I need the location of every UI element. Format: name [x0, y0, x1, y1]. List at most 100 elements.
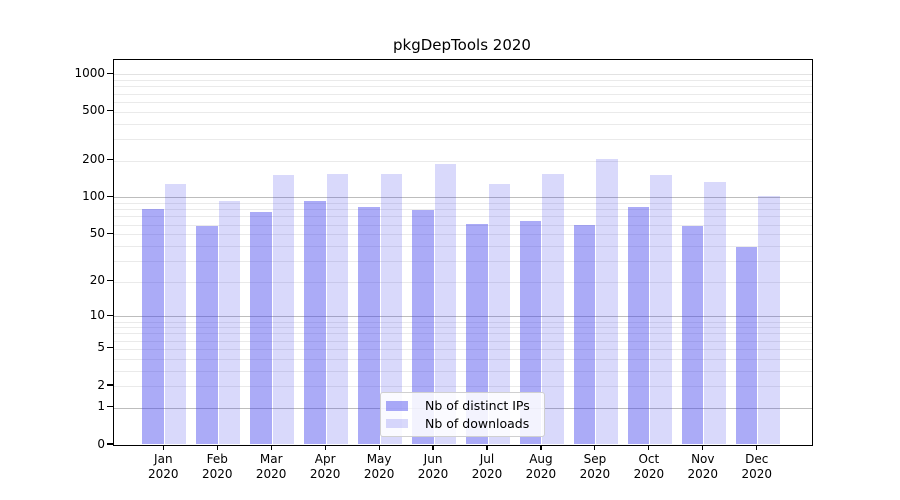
bar-downloads: [542, 174, 564, 445]
gridline-minor: [114, 386, 812, 388]
bar-downloads: [434, 164, 457, 445]
legend: Nb of distinct IPs Nb of downloads: [380, 392, 545, 437]
y-tick: [107, 406, 113, 408]
x-tick-year: 2020: [525, 467, 557, 481]
x-tick: [648, 444, 650, 450]
bar-distinct-ips: [681, 226, 704, 445]
gridline-minor: [114, 348, 812, 350]
bar-downloads: [218, 200, 241, 445]
y-tick: [107, 384, 113, 386]
bar-downloads: [326, 173, 349, 445]
y-tick-label: 1: [97, 399, 105, 414]
bar-distinct-ips: [627, 206, 650, 445]
y-tick-label: 100: [82, 188, 105, 203]
y-tick: [107, 72, 113, 75]
bar-distinct-ips: [304, 200, 326, 445]
x-tick-year: 2020: [201, 467, 233, 481]
y-tick: [107, 158, 113, 161]
x-tick-label: Feb 2020: [187, 452, 247, 482]
gridline-minor: [114, 224, 812, 226]
gridline-major: [114, 197, 812, 199]
bar-distinct-ips: [573, 225, 596, 445]
bar-distinct-ips: [250, 212, 272, 445]
x-tick-label: Nov 2020: [673, 452, 733, 482]
gridline-minor: [114, 216, 812, 218]
x-tick-year: 2020: [309, 467, 341, 481]
bar-distinct-ips: [466, 223, 488, 445]
gridline-minor: [114, 203, 812, 205]
x-tick-label: May 2020: [349, 452, 409, 482]
bar-downloads: [488, 183, 510, 445]
bar-distinct-ips: [735, 247, 758, 445]
x-tick: [594, 444, 596, 450]
x-tick: [702, 444, 704, 450]
x-tick-year: 2020: [471, 467, 503, 481]
x-tick-year: 2020: [579, 467, 611, 481]
y-tick-label: 1000: [74, 65, 105, 80]
gridline-minor: [114, 101, 812, 103]
y-tick: [107, 443, 113, 445]
y-tick-label: 50: [89, 225, 105, 240]
x-tick-label: Jan 2020: [133, 452, 193, 482]
x-tick-label: Dec 2020: [727, 452, 787, 482]
y-tick-label: 200: [82, 152, 105, 167]
gridline-minor: [114, 333, 812, 335]
x-tick-year: 2020: [148, 467, 179, 481]
gridline-minor: [114, 327, 812, 329]
x-tick-year: 2020: [687, 467, 719, 481]
gridline-minor: [114, 80, 812, 82]
x-tick-label: Aug 2020: [511, 452, 571, 482]
legend-item-distinct-ips: Nb of distinct IPs: [386, 397, 536, 414]
legend-swatch-distinct-ips: [386, 401, 408, 411]
y-tick-label: 5: [97, 340, 105, 355]
bar-downloads: [758, 195, 780, 445]
x-tick-month: Aug: [529, 452, 553, 466]
gridline-minor: [114, 123, 812, 125]
x-tick-month: Feb: [206, 452, 228, 466]
gridline-minor: [114, 74, 812, 76]
legend-label-distinct-ips: Nb of distinct IPs: [425, 398, 530, 414]
x-tick-label: Jul 2020: [457, 452, 517, 482]
gridline-minor: [114, 138, 812, 140]
x-tick-month: Nov: [691, 452, 715, 466]
gridline-major: [114, 316, 812, 318]
x-tick: [270, 444, 272, 450]
y-tick-label: 2: [97, 377, 105, 392]
x-tick-label: Oct 2020: [619, 452, 679, 482]
x-tick-month: Mar: [259, 452, 283, 466]
y-tick-label: 20: [89, 273, 105, 288]
gridline-minor: [114, 358, 812, 360]
y-tick: [107, 195, 113, 198]
x-tick-year: 2020: [633, 467, 665, 481]
x-tick-year: 2020: [363, 467, 395, 481]
chart-title: pkgDepTools 2020: [393, 36, 531, 54]
bar-distinct-ips: [142, 209, 164, 445]
plot-area: [113, 59, 813, 446]
gridline-minor: [114, 321, 812, 323]
legend-item-downloads: Nb of downloads: [386, 415, 536, 432]
gridline-minor: [114, 340, 812, 342]
x-tick-year: 2020: [255, 467, 287, 481]
x-tick-month: Sep: [583, 452, 607, 466]
bar-downloads: [272, 175, 295, 445]
x-tick-label: Sep 2020: [565, 452, 625, 482]
x-tick: [162, 444, 164, 450]
y-tick: [107, 232, 113, 234]
x-tick-month: May: [366, 452, 392, 466]
gridline-minor: [114, 86, 812, 88]
legend-swatch-downloads: [386, 418, 408, 428]
y-tick-label: 500: [82, 103, 105, 118]
y-tick: [107, 280, 113, 282]
gridline-minor: [114, 245, 812, 247]
x-tick-month: Jun: [423, 452, 443, 466]
x-tick: [216, 444, 218, 450]
bar-downloads: [704, 181, 726, 445]
y-tick: [107, 314, 113, 316]
x-tick-label: Apr 2020: [295, 452, 355, 482]
bar-distinct-ips: [196, 226, 218, 445]
x-tick: [432, 444, 434, 450]
x-tick: [324, 444, 326, 450]
x-tick: [756, 444, 758, 450]
gridline-minor: [114, 234, 812, 236]
